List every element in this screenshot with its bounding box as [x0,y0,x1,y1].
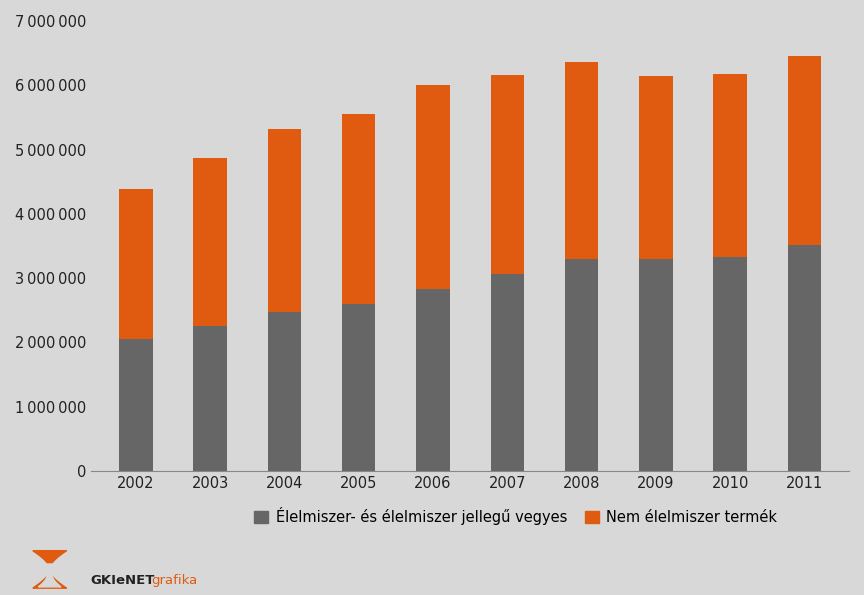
Bar [416,289,449,471]
Bar [194,326,227,471]
Bar [119,339,153,471]
Text: grafika: grafika [151,574,198,587]
Polygon shape [33,551,67,588]
Bar [565,62,598,259]
Bar [788,245,821,471]
Bar [714,257,746,471]
Bar [639,259,672,471]
Polygon shape [38,564,60,587]
Bar [714,74,746,257]
Text: GKIeNET: GKIeNET [91,574,156,587]
Bar [565,259,598,471]
Bar [119,189,153,339]
Bar [491,274,524,471]
Bar [491,75,524,274]
Bar [268,129,302,312]
Bar [194,158,227,326]
Bar [268,312,302,471]
Legend: Élelmiszer- és élelmiszer jellegű vegyes, Nem élelmiszer termék: Élelmiszer- és élelmiszer jellegű vegyes… [248,502,784,531]
Bar [788,56,821,245]
Bar [342,114,375,304]
Bar [416,85,449,289]
Bar [342,304,375,471]
Bar [639,76,672,259]
